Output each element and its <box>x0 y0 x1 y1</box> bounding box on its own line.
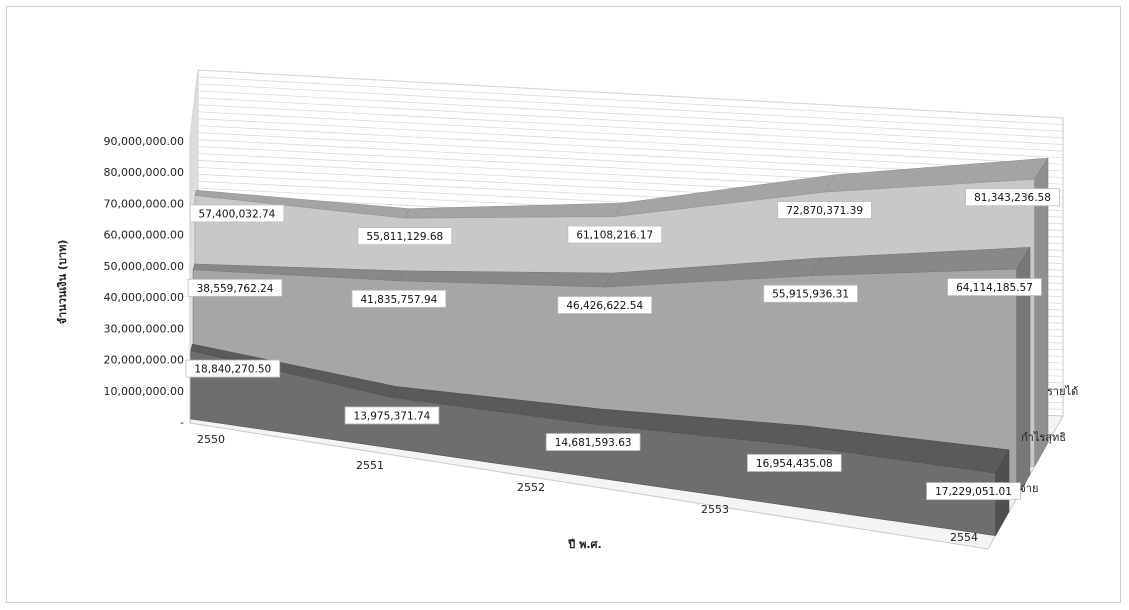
x-tick-label: 2554 <box>950 531 978 544</box>
x-tick-label: 2553 <box>701 503 729 516</box>
y-tick-label: 20,000,000.00 <box>104 354 184 367</box>
data-label-box <box>763 284 858 303</box>
data-label: 46,426,622.54 <box>557 296 653 314</box>
data-label: 57,400,032.74 <box>189 204 285 223</box>
data-label: 61,108,216.17 <box>567 225 663 244</box>
side-gridline <box>189 118 199 182</box>
x-tick-label: 2550 <box>197 433 225 446</box>
data-label-text: 46,426,622.54 <box>566 300 643 312</box>
side-gridline <box>189 76 199 144</box>
side-gridline <box>189 111 199 176</box>
data-label: 16,954,435.08 <box>747 454 842 472</box>
data-label-text: 55,811,129.68 <box>366 231 443 243</box>
side-gridline <box>189 125 199 188</box>
y-axis-title: จำนวนเงิน (บาท) <box>56 240 69 325</box>
data-label-text: 18,840,270.50 <box>194 364 271 376</box>
x-axis-title: ปี พ.ศ. <box>567 538 601 551</box>
x-tick-label: 2551 <box>356 459 384 472</box>
y-tick-label: 40,000,000.00 <box>104 291 184 304</box>
side-gridline <box>189 174 199 233</box>
data-label-text: 57,400,032.74 <box>199 208 276 220</box>
back-gridline <box>197 97 1064 145</box>
y-tick-label: 90,000,000.00 <box>104 135 184 148</box>
data-label-text: 41,835,757.94 <box>360 294 437 306</box>
data-label-box <box>557 296 653 314</box>
data-label-box <box>965 188 1060 207</box>
side-gridline <box>189 69 199 138</box>
data-label-text: 38,559,762.24 <box>197 283 274 295</box>
x-tick-label: 2552 <box>517 481 545 494</box>
data-label-box <box>747 454 842 472</box>
data-label-box <box>777 201 872 219</box>
data-label: 13,975,371.74 <box>344 406 440 425</box>
data-label-text: 16,954,435.08 <box>756 458 833 470</box>
side-gridline <box>189 153 199 214</box>
side-gridline <box>189 146 199 207</box>
side-gridline <box>189 139 199 201</box>
data-label: 41,835,757.94 <box>351 289 447 308</box>
data-label-text: 55,915,936.31 <box>772 289 849 301</box>
data-label-text: 61,108,216.17 <box>576 230 653 242</box>
back-gridline <box>197 104 1064 152</box>
y-tick-label: 60,000,000.00 <box>104 229 184 242</box>
data-label-box <box>344 406 440 425</box>
data-label: 81,343,236.58 <box>965 188 1060 207</box>
back-gridline <box>197 90 1064 139</box>
y-tick-label: 50,000,000.00 <box>104 260 184 273</box>
data-label-box <box>545 433 641 451</box>
data-label-text: 17,229,051.01 <box>935 486 1012 498</box>
series-axis-label: รายได้ <box>1047 385 1078 398</box>
data-label-text: 81,343,236.58 <box>974 192 1051 204</box>
data-label-text: 14,681,593.63 <box>555 437 632 449</box>
data-label-box <box>357 227 453 246</box>
data-label-box <box>189 204 285 223</box>
data-label-box <box>351 289 447 308</box>
side-gridline <box>189 132 199 195</box>
data-label-box <box>567 225 663 244</box>
data-label-box <box>185 359 281 378</box>
data-label-text: 64,114,185.57 <box>956 282 1033 294</box>
data-label-box <box>187 278 283 297</box>
data-label-text: 13,975,371.74 <box>354 410 431 422</box>
data-label: 14,681,593.63 <box>545 433 641 451</box>
data-label: 55,811,129.68 <box>357 227 453 246</box>
side-gridline <box>189 104 199 169</box>
y-tick-label: - <box>180 416 184 429</box>
y-tick-label: 80,000,000.00 <box>104 166 184 179</box>
data-label: 17,229,051.01 <box>926 482 1021 501</box>
y-tick-label: 30,000,000.00 <box>104 322 184 335</box>
data-label: 55,915,936.31 <box>763 284 858 303</box>
side-gridline <box>189 90 199 157</box>
side-gridline <box>189 83 199 150</box>
back-gridline <box>197 83 1064 132</box>
data-label-box <box>947 278 1042 296</box>
back-gridline <box>197 69 1064 119</box>
data-label: 38,559,762.24 <box>187 278 283 297</box>
data-label-text: 72,870,371.39 <box>786 205 863 217</box>
side-gridline <box>189 97 199 163</box>
y-tick-label: 10,000,000.00 <box>104 385 184 398</box>
series-axis-label: กำไรสุทธิ <box>1021 431 1066 444</box>
data-label: 18,840,270.50 <box>185 359 281 378</box>
data-label: 72,870,371.39 <box>777 201 872 219</box>
back-gridline <box>197 125 1064 172</box>
back-gridline <box>197 111 1064 159</box>
back-gridline <box>197 118 1064 165</box>
data-label-box <box>926 482 1021 501</box>
back-gridline <box>197 76 1064 126</box>
y-tick-label: 70,000,000.00 <box>104 197 184 210</box>
data-label: 64,114,185.57 <box>947 278 1042 296</box>
